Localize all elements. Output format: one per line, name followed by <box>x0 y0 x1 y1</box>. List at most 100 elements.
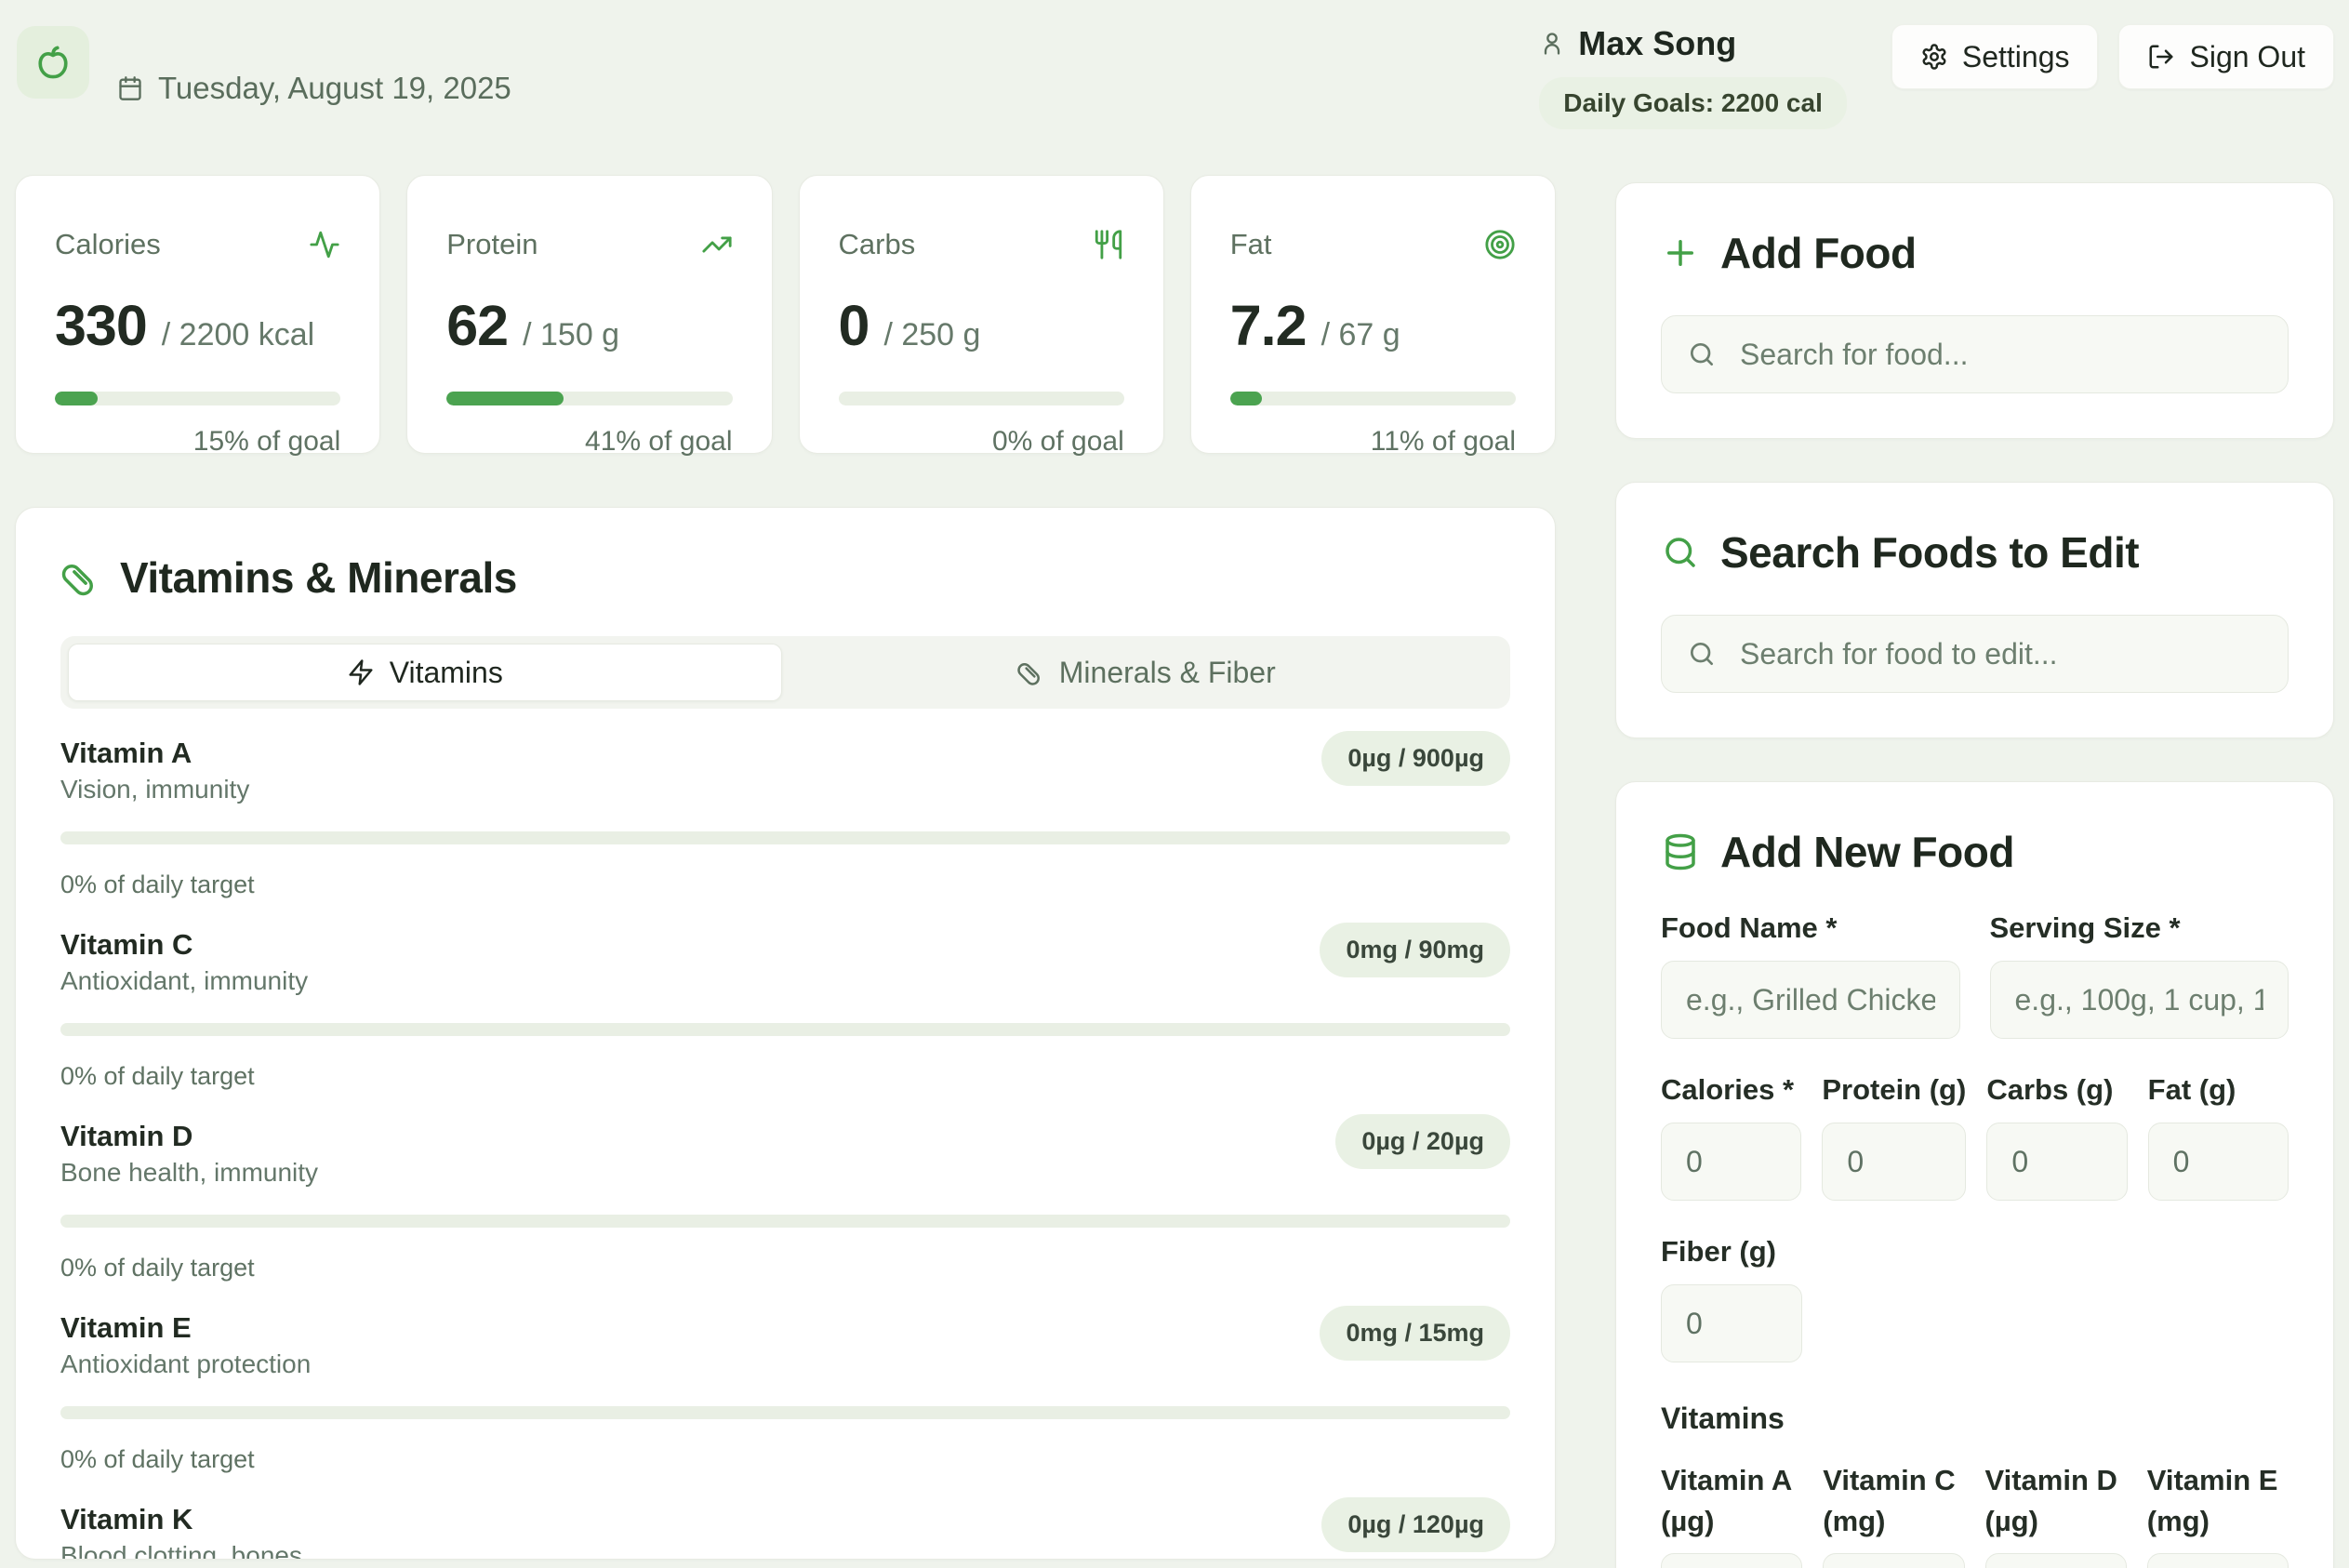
vitamin-percent-label: 0% of daily target <box>60 870 255 898</box>
name-serving-row: Food Name * Serving Size * <box>1661 910 2289 1039</box>
section-title: Add Food <box>1720 229 1917 277</box>
stat-card-carbs: Carbs 0 / 250 g 0% of goal <box>798 175 1164 457</box>
database-icon <box>1661 832 1700 871</box>
progress-bar <box>838 392 1124 405</box>
stat-target: / 250 g <box>883 317 981 352</box>
stat-label: Carbs <box>838 228 916 260</box>
carbs-label: Carbs (g) <box>1986 1073 2114 1106</box>
content: Calories 330 / 2200 kcal 15% of goal Pro… <box>0 130 2349 1568</box>
vitamin-percent-label: 0% of daily target <box>60 1062 255 1090</box>
trending-up-icon <box>701 229 733 260</box>
fiber-input[interactable] <box>1661 1284 1803 1362</box>
protein-input[interactable] <box>1822 1123 1967 1201</box>
gear-icon <box>1920 43 1948 71</box>
stat-value: 7.2 <box>1229 294 1307 357</box>
settings-label: Settings <box>1961 39 2070 73</box>
vitamin-amount-badge: 0mg / 15mg <box>1320 1306 1510 1361</box>
macros-row: Calories * Protein (g) Carbs (g) Fat (g) <box>1661 1072 2289 1201</box>
vitamin-name: Vitamin D <box>60 1120 193 1152</box>
header-left: Tuesday, August 19, 2025 <box>17 24 511 105</box>
daily-goals-badge: Daily Goals: 2200 cal <box>1539 77 1847 129</box>
vitamin-name: Vitamin E <box>60 1311 192 1344</box>
vitamin-c-input[interactable] <box>1823 1553 1965 1568</box>
tab-label: Vitamins <box>389 655 503 689</box>
stat-target: / 2200 kcal <box>161 317 315 352</box>
progress-fill <box>55 392 99 405</box>
tab-minerals-fiber[interactable]: Minerals & Fiber <box>790 644 1504 701</box>
sign-out-button[interactable]: Sign Out <box>2118 24 2334 89</box>
vitamin-amount-badge: 0µg / 120µg <box>1321 1497 1510 1552</box>
vitamin-row-c: Vitamin C Antioxidant, immunity 0mg / 90… <box>60 923 1510 1092</box>
progress-fill <box>1229 392 1262 405</box>
food-name-input[interactable] <box>1661 961 1960 1039</box>
stat-card-protein: Protein 62 / 150 g 41% of goal <box>406 175 773 457</box>
user-name: Max Song <box>1578 24 1737 62</box>
sign-out-label: Sign Out <box>2189 39 2305 73</box>
pill-icon <box>1016 658 1044 686</box>
calories-label: Calories * <box>1661 1073 1795 1106</box>
user-icon <box>1539 31 1565 57</box>
fat-input[interactable] <box>2147 1123 2289 1201</box>
add-food-heading: Add Food <box>1661 228 2289 278</box>
user-row: Max Song <box>1539 24 1847 63</box>
target-icon <box>1484 229 1516 260</box>
vitamin-description: Antioxidant, immunity <box>60 966 309 995</box>
vitamin-e-input[interactable] <box>2146 1553 2289 1568</box>
utensils-icon <box>1093 229 1124 260</box>
vitamin-inputs-row: Vitamin A (µg) Vitamin C (mg) Vitamin D … <box>1661 1460 2289 1568</box>
activity-icon <box>309 229 340 260</box>
tab-label: Minerals & Fiber <box>1058 655 1276 689</box>
search-foods-edit-heading: Search Foods to Edit <box>1661 527 2289 578</box>
vitamin-amount-badge: 0µg / 20µg <box>1335 1114 1510 1169</box>
serving-size-input[interactable] <box>1989 961 2289 1039</box>
search-icon <box>1687 339 1717 369</box>
search-icon <box>1661 533 1700 572</box>
fat-label: Fat (g) <box>2147 1073 2236 1106</box>
stat-target: / 67 g <box>1320 317 1400 352</box>
stat-percent-label: 11% of goal <box>1370 426 1516 457</box>
stat-value: 330 <box>55 294 148 357</box>
stats-row: Calories 330 / 2200 kcal 15% of goal Pro… <box>15 175 1556 457</box>
food-name-label: Food Name * <box>1661 911 1838 944</box>
section-title: Add New Food <box>1720 828 2014 876</box>
vitamins-tabbar: Vitamins Minerals & Fiber <box>60 636 1510 709</box>
app-header: Tuesday, August 19, 2025 Max Song Daily … <box>0 0 2349 130</box>
stat-value: 62 <box>446 294 509 357</box>
progress-bar <box>1229 392 1516 405</box>
add-food-card: Add Food <box>1615 182 2334 439</box>
vitamin-description: Vision, immunity <box>60 775 250 804</box>
log-out-icon <box>2147 43 2175 71</box>
fiber-row: Fiber (g) <box>1661 1234 2289 1362</box>
progress-bar <box>60 1215 1510 1228</box>
tab-vitamins[interactable]: Vitamins <box>68 644 782 701</box>
progress-bar <box>446 392 733 405</box>
vitamin-percent-label: 0% of daily target <box>60 1254 255 1282</box>
vitamin-a-input[interactable] <box>1661 1553 1803 1568</box>
vitamin-amount-badge: 0mg / 90mg <box>1320 923 1510 977</box>
stat-card-fat: Fat 7.2 / 67 g 11% of goal <box>1189 175 1556 457</box>
progress-bar <box>60 1406 1510 1419</box>
vitamin-name: Vitamin K <box>60 1503 193 1535</box>
progress-fill <box>446 392 564 405</box>
calendar-icon <box>117 75 143 101</box>
date-label: Tuesday, August 19, 2025 <box>158 71 511 105</box>
vitamin-d-input[interactable] <box>1984 1553 2127 1568</box>
vitamin-description: Antioxidant protection <box>60 1349 312 1378</box>
calories-input[interactable] <box>1661 1123 1802 1201</box>
stat-label: Calories <box>55 228 161 260</box>
settings-button[interactable]: Settings <box>1891 24 2099 89</box>
progress-bar <box>60 831 1510 844</box>
edit-food-search-input[interactable] <box>1661 615 2289 693</box>
vitamin-row-a: Vitamin A Vision, immunity 0µg / 900µg 0… <box>60 731 1510 900</box>
progress-bar <box>55 392 341 405</box>
vitamin-e-label: Vitamin E (mg) <box>2146 1464 2278 1537</box>
vitamin-description: Blood clotting, bones <box>60 1541 302 1560</box>
carbs-input[interactable] <box>1986 1123 2128 1201</box>
vitamin-row-k: Vitamin K Blood clotting, bones 0µg / 12… <box>60 1497 1510 1560</box>
add-food-search-input[interactable] <box>1661 315 2289 393</box>
zap-icon <box>347 658 375 686</box>
vitamin-name: Vitamin C <box>60 928 193 961</box>
stat-percent-label: 0% of goal <box>991 426 1124 457</box>
section-title: Search Foods to Edit <box>1720 528 2140 577</box>
search-foods-edit-card: Search Foods to Edit <box>1615 482 2334 738</box>
